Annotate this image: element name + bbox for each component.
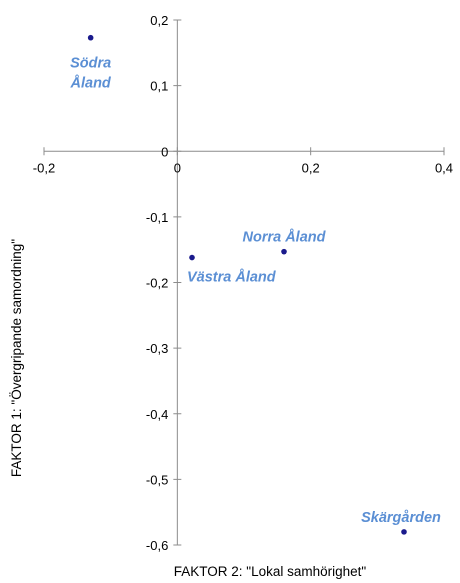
y-tick-label: -0,6 xyxy=(146,538,168,553)
x-tick-label: 0,4 xyxy=(435,160,453,175)
y-tick-label: -0,3 xyxy=(146,341,168,356)
x-tick-label: -0,2 xyxy=(33,160,55,175)
x-tick-label: 0,2 xyxy=(302,160,320,175)
x-tick-label: 0 xyxy=(174,160,181,175)
point-label: Norra Åland xyxy=(243,229,327,246)
y-tick-label: -0,5 xyxy=(146,472,168,487)
y-axis-title: FAKTOR 1: "Övergripande samordning" xyxy=(9,239,24,477)
point-label-line: Södra xyxy=(70,56,111,72)
data-point xyxy=(189,254,195,261)
y-tick-label: 0,2 xyxy=(150,13,168,28)
point-label: Skärgården xyxy=(361,510,441,526)
data-point xyxy=(401,529,407,535)
x-axis-title: FAKTOR 2: "Lokal samhörighet" xyxy=(174,564,367,579)
point-label: Västra Åland xyxy=(187,269,277,286)
point-label-line: Åland xyxy=(70,75,112,92)
y-tick-label: -0,4 xyxy=(146,407,168,422)
point-label: Södra Åland xyxy=(70,56,112,92)
point-label-line: Skärgården xyxy=(361,510,441,526)
y-tick-label: -0,2 xyxy=(146,276,168,291)
y-tick-label: -0,1 xyxy=(146,210,168,225)
data-point xyxy=(281,248,287,255)
y-tick-label: 0,1 xyxy=(150,79,168,94)
ticks: -0,2 0 0,2 0,4 0,2 0,1 0 -0,1 -0,2 -0,3 -0,4 -0,5 -0… xyxy=(33,13,453,553)
data-point xyxy=(87,34,94,41)
point-label-line: Västra Åland xyxy=(187,269,277,286)
points: Södra Åland Norra Åland Västra Åland Skärgår… xyxy=(70,34,441,535)
point-label-line: Norra Åland xyxy=(243,229,327,246)
y-tick-label: 0 xyxy=(161,144,168,159)
